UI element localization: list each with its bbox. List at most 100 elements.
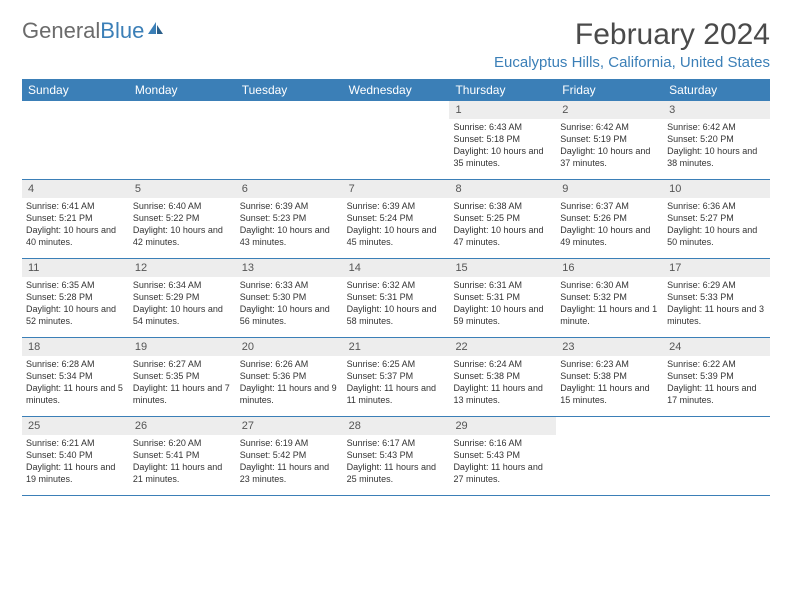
sunset-text: Sunset: 5:43 PM bbox=[347, 449, 446, 461]
day-cell: 15Sunrise: 6:31 AMSunset: 5:31 PMDayligh… bbox=[449, 259, 556, 337]
daylight-text: Daylight: 11 hours and 13 minutes. bbox=[453, 382, 552, 406]
day-body: Sunrise: 6:17 AMSunset: 5:43 PMDaylight:… bbox=[343, 435, 450, 490]
sunset-text: Sunset: 5:43 PM bbox=[453, 449, 552, 461]
day-body: Sunrise: 6:20 AMSunset: 5:41 PMDaylight:… bbox=[129, 435, 236, 490]
sunset-text: Sunset: 5:19 PM bbox=[560, 133, 659, 145]
location-text: Eucalyptus Hills, California, United Sta… bbox=[494, 54, 770, 71]
day-body: Sunrise: 6:43 AMSunset: 5:18 PMDaylight:… bbox=[449, 119, 556, 174]
day-number: 1 bbox=[449, 101, 556, 119]
day-body: Sunrise: 6:39 AMSunset: 5:23 PMDaylight:… bbox=[236, 198, 343, 253]
day-body: Sunrise: 6:34 AMSunset: 5:29 PMDaylight:… bbox=[129, 277, 236, 332]
day-body: Sunrise: 6:31 AMSunset: 5:31 PMDaylight:… bbox=[449, 277, 556, 332]
weeks-container: 1Sunrise: 6:43 AMSunset: 5:18 PMDaylight… bbox=[22, 101, 770, 496]
sunset-text: Sunset: 5:41 PM bbox=[133, 449, 232, 461]
sunrise-text: Sunrise: 6:37 AM bbox=[560, 200, 659, 212]
day-number: 27 bbox=[236, 417, 343, 435]
sunset-text: Sunset: 5:38 PM bbox=[453, 370, 552, 382]
day-body: Sunrise: 6:37 AMSunset: 5:26 PMDaylight:… bbox=[556, 198, 663, 253]
day-cell: 7Sunrise: 6:39 AMSunset: 5:24 PMDaylight… bbox=[343, 180, 450, 258]
daylight-text: Daylight: 10 hours and 56 minutes. bbox=[240, 303, 339, 327]
daylight-text: Daylight: 11 hours and 3 minutes. bbox=[667, 303, 766, 327]
day-body: Sunrise: 6:32 AMSunset: 5:31 PMDaylight:… bbox=[343, 277, 450, 332]
day-body: Sunrise: 6:24 AMSunset: 5:38 PMDaylight:… bbox=[449, 356, 556, 411]
day-number: 22 bbox=[449, 338, 556, 356]
daylight-text: Daylight: 10 hours and 52 minutes. bbox=[26, 303, 125, 327]
day-body: Sunrise: 6:27 AMSunset: 5:35 PMDaylight:… bbox=[129, 356, 236, 411]
day-header: Sunday bbox=[22, 79, 129, 101]
daylight-text: Daylight: 11 hours and 9 minutes. bbox=[240, 382, 339, 406]
sunset-text: Sunset: 5:42 PM bbox=[240, 449, 339, 461]
day-body: Sunrise: 6:29 AMSunset: 5:33 PMDaylight:… bbox=[663, 277, 770, 332]
day-number: 2 bbox=[556, 101, 663, 119]
day-header: Friday bbox=[556, 79, 663, 101]
day-cell: 12Sunrise: 6:34 AMSunset: 5:29 PMDayligh… bbox=[129, 259, 236, 337]
sunset-text: Sunset: 5:31 PM bbox=[347, 291, 446, 303]
day-number: 21 bbox=[343, 338, 450, 356]
brand-logo: GeneralBlue bbox=[22, 18, 166, 44]
day-cell: 6Sunrise: 6:39 AMSunset: 5:23 PMDaylight… bbox=[236, 180, 343, 258]
day-number: 10 bbox=[663, 180, 770, 198]
month-title: February 2024 bbox=[494, 18, 770, 52]
daylight-text: Daylight: 10 hours and 58 minutes. bbox=[347, 303, 446, 327]
sunrise-text: Sunrise: 6:42 AM bbox=[560, 121, 659, 133]
daylight-text: Daylight: 11 hours and 7 minutes. bbox=[133, 382, 232, 406]
day-header: Tuesday bbox=[236, 79, 343, 101]
sunrise-text: Sunrise: 6:42 AM bbox=[667, 121, 766, 133]
daylight-text: Daylight: 10 hours and 38 minutes. bbox=[667, 145, 766, 169]
daylight-text: Daylight: 11 hours and 5 minutes. bbox=[26, 382, 125, 406]
sunset-text: Sunset: 5:26 PM bbox=[560, 212, 659, 224]
day-cell: 24Sunrise: 6:22 AMSunset: 5:39 PMDayligh… bbox=[663, 338, 770, 416]
day-cell: 11Sunrise: 6:35 AMSunset: 5:28 PMDayligh… bbox=[22, 259, 129, 337]
day-cell: 4Sunrise: 6:41 AMSunset: 5:21 PMDaylight… bbox=[22, 180, 129, 258]
day-cell: 13Sunrise: 6:33 AMSunset: 5:30 PMDayligh… bbox=[236, 259, 343, 337]
sunset-text: Sunset: 5:34 PM bbox=[26, 370, 125, 382]
day-number: 5 bbox=[129, 180, 236, 198]
day-number: 17 bbox=[663, 259, 770, 277]
sunrise-text: Sunrise: 6:34 AM bbox=[133, 279, 232, 291]
day-body: Sunrise: 6:33 AMSunset: 5:30 PMDaylight:… bbox=[236, 277, 343, 332]
sunset-text: Sunset: 5:37 PM bbox=[347, 370, 446, 382]
day-cell: 10Sunrise: 6:36 AMSunset: 5:27 PMDayligh… bbox=[663, 180, 770, 258]
sunrise-text: Sunrise: 6:38 AM bbox=[453, 200, 552, 212]
title-block: February 2024 Eucalyptus Hills, Californ… bbox=[494, 18, 770, 71]
sunset-text: Sunset: 5:22 PM bbox=[133, 212, 232, 224]
day-body: Sunrise: 6:35 AMSunset: 5:28 PMDaylight:… bbox=[22, 277, 129, 332]
day-body: Sunrise: 6:26 AMSunset: 5:36 PMDaylight:… bbox=[236, 356, 343, 411]
week-row: 11Sunrise: 6:35 AMSunset: 5:28 PMDayligh… bbox=[22, 259, 770, 338]
day-cell: 16Sunrise: 6:30 AMSunset: 5:32 PMDayligh… bbox=[556, 259, 663, 337]
sunset-text: Sunset: 5:35 PM bbox=[133, 370, 232, 382]
sunrise-text: Sunrise: 6:19 AM bbox=[240, 437, 339, 449]
sunrise-text: Sunrise: 6:39 AM bbox=[240, 200, 339, 212]
day-header: Thursday bbox=[449, 79, 556, 101]
sunset-text: Sunset: 5:39 PM bbox=[667, 370, 766, 382]
day-body: Sunrise: 6:16 AMSunset: 5:43 PMDaylight:… bbox=[449, 435, 556, 490]
daylight-text: Daylight: 10 hours and 59 minutes. bbox=[453, 303, 552, 327]
sunrise-text: Sunrise: 6:21 AM bbox=[26, 437, 125, 449]
day-body: Sunrise: 6:23 AMSunset: 5:38 PMDaylight:… bbox=[556, 356, 663, 411]
day-number: 7 bbox=[343, 180, 450, 198]
brand-part2: Blue bbox=[100, 18, 144, 44]
sunset-text: Sunset: 5:20 PM bbox=[667, 133, 766, 145]
daylight-text: Daylight: 11 hours and 19 minutes. bbox=[26, 461, 125, 485]
day-cell: 27 Sunrise: 6:19 AMSunset: 5:42 PMDayligh… bbox=[236, 417, 343, 495]
daylight-text: Daylight: 10 hours and 47 minutes. bbox=[453, 224, 552, 248]
sunrise-text: Sunrise: 6:27 AM bbox=[133, 358, 232, 370]
daylight-text: Daylight: 11 hours and 11 minutes. bbox=[347, 382, 446, 406]
daylight-text: Daylight: 10 hours and 35 minutes. bbox=[453, 145, 552, 169]
sunset-text: Sunset: 5:28 PM bbox=[26, 291, 125, 303]
day-body: Sunrise: 6:41 AMSunset: 5:21 PMDaylight:… bbox=[22, 198, 129, 253]
daylight-text: Daylight: 11 hours and 17 minutes. bbox=[667, 382, 766, 406]
sunrise-text: Sunrise: 6:39 AM bbox=[347, 200, 446, 212]
day-cell: 18Sunrise: 6:28 AMSunset: 5:34 PMDayligh… bbox=[22, 338, 129, 416]
sunrise-text: Sunrise: 6:16 AM bbox=[453, 437, 552, 449]
daylight-text: Daylight: 10 hours and 45 minutes. bbox=[347, 224, 446, 248]
sunrise-text: Sunrise: 6:20 AM bbox=[133, 437, 232, 449]
day-header: Saturday bbox=[663, 79, 770, 101]
sunset-text: Sunset: 5:31 PM bbox=[453, 291, 552, 303]
sunset-text: Sunset: 5:30 PM bbox=[240, 291, 339, 303]
day-number: 8 bbox=[449, 180, 556, 198]
sunset-text: Sunset: 5:25 PM bbox=[453, 212, 552, 224]
daylight-text: Daylight: 11 hours and 23 minutes. bbox=[240, 461, 339, 485]
day-body: Sunrise: 6:36 AMSunset: 5:27 PMDaylight:… bbox=[663, 198, 770, 253]
week-row: 25Sunrise: 6:21 AMSunset: 5:40 PMDayligh… bbox=[22, 417, 770, 496]
